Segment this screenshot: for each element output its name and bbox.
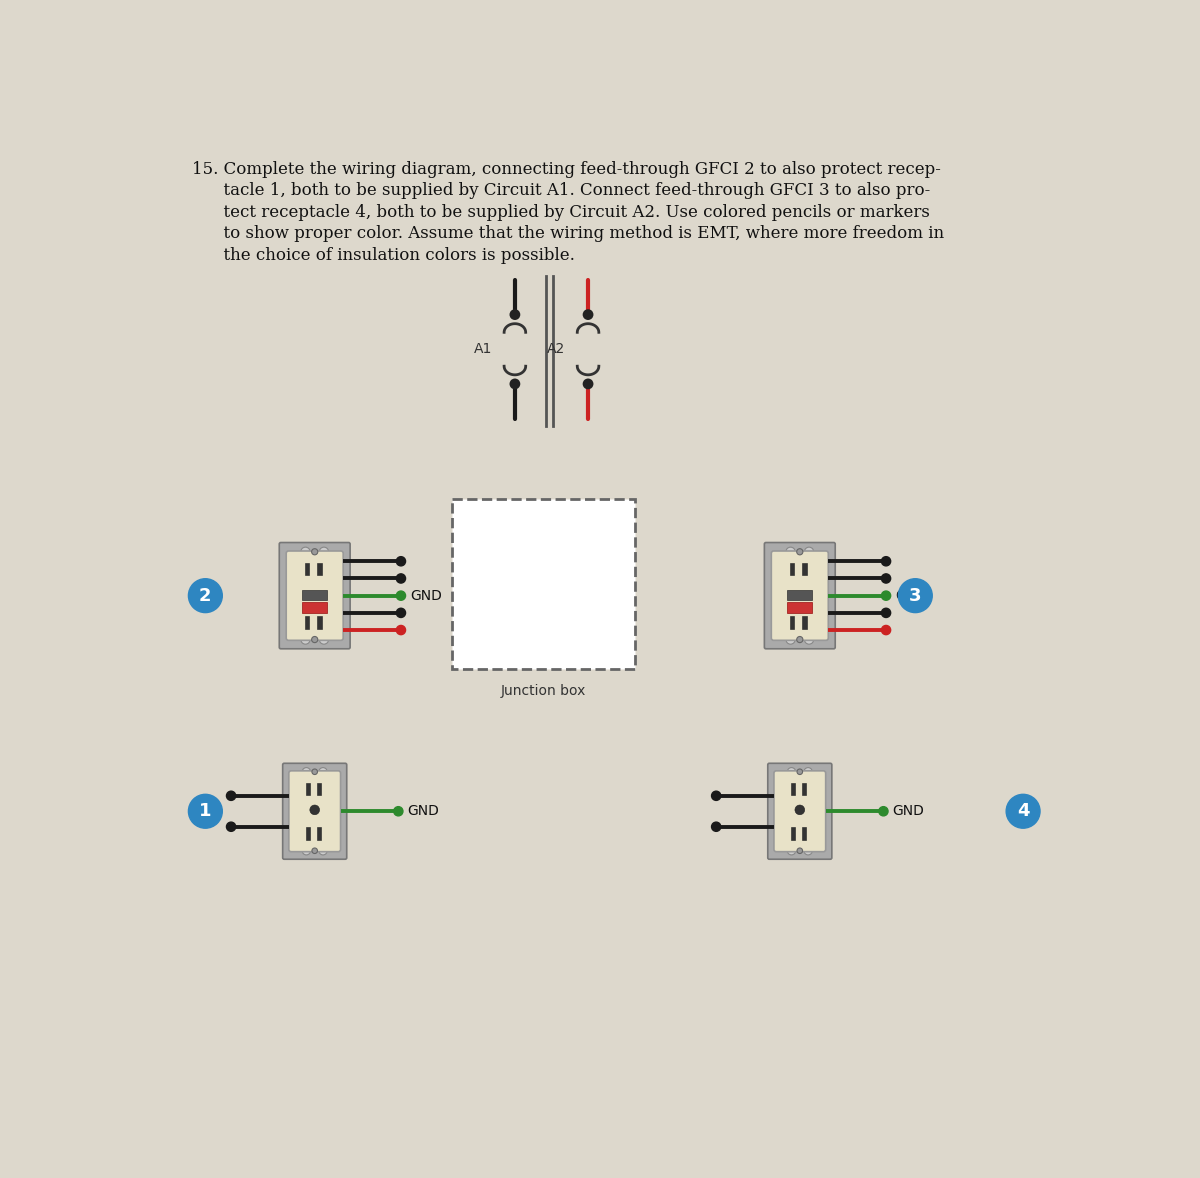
Text: to show proper color. Assume that the wiring method is EMT, where more freedom i: to show proper color. Assume that the wi… <box>192 225 943 243</box>
Bar <box>317 827 320 840</box>
Circle shape <box>396 608 406 617</box>
Circle shape <box>319 635 329 644</box>
Circle shape <box>882 626 890 635</box>
Circle shape <box>394 807 403 816</box>
FancyBboxPatch shape <box>287 551 343 641</box>
Bar <box>791 783 794 795</box>
Text: 1: 1 <box>199 802 211 820</box>
Text: Junction box: Junction box <box>500 684 586 699</box>
Circle shape <box>312 549 318 555</box>
Text: GND: GND <box>410 589 442 603</box>
Bar <box>302 589 328 601</box>
Text: A1: A1 <box>474 343 492 356</box>
Bar <box>787 602 812 613</box>
Circle shape <box>188 578 222 613</box>
Circle shape <box>797 848 803 854</box>
Text: 15. Complete the wiring diagram, connecting feed-through GFCI 2 to also protect : 15. Complete the wiring diagram, connect… <box>192 160 941 178</box>
Bar <box>451 499 635 669</box>
Circle shape <box>312 848 318 854</box>
Circle shape <box>804 635 814 644</box>
Circle shape <box>1006 794 1040 828</box>
Circle shape <box>396 591 406 601</box>
FancyBboxPatch shape <box>283 763 347 859</box>
Circle shape <box>396 574 406 583</box>
Text: A2: A2 <box>547 343 565 356</box>
Bar <box>802 827 806 840</box>
Circle shape <box>510 309 521 320</box>
Circle shape <box>227 792 235 800</box>
FancyBboxPatch shape <box>772 551 828 641</box>
Circle shape <box>882 608 890 617</box>
Circle shape <box>804 847 812 855</box>
Bar <box>302 602 328 613</box>
Bar <box>317 616 322 629</box>
Circle shape <box>302 847 311 855</box>
FancyBboxPatch shape <box>774 770 826 852</box>
Circle shape <box>227 822 235 832</box>
Text: GND: GND <box>895 589 928 603</box>
Circle shape <box>899 578 932 613</box>
Circle shape <box>787 768 796 776</box>
Bar <box>791 827 794 840</box>
Bar <box>305 563 310 575</box>
Text: tect receptacle 4, both to be supplied by Circuit A2. Use colored pencils or mar: tect receptacle 4, both to be supplied b… <box>192 204 929 220</box>
Bar <box>787 589 812 601</box>
Circle shape <box>786 547 796 556</box>
Circle shape <box>786 635 796 644</box>
Bar <box>790 616 794 629</box>
Circle shape <box>794 805 805 815</box>
Circle shape <box>583 378 594 389</box>
FancyBboxPatch shape <box>764 543 835 649</box>
Bar <box>317 783 320 795</box>
Circle shape <box>319 847 328 855</box>
Bar <box>790 563 794 575</box>
Circle shape <box>787 847 796 855</box>
Circle shape <box>510 378 521 389</box>
Circle shape <box>302 768 311 776</box>
Text: 2: 2 <box>199 587 211 604</box>
Bar <box>317 563 322 575</box>
Circle shape <box>797 549 803 555</box>
Text: 3: 3 <box>910 587 922 604</box>
Text: tacle 1, both to be supplied by Circuit A1. Connect feed-through GFCI 3 to also : tacle 1, both to be supplied by Circuit … <box>192 183 930 199</box>
Circle shape <box>882 574 890 583</box>
FancyBboxPatch shape <box>289 770 341 852</box>
FancyBboxPatch shape <box>768 763 832 859</box>
Circle shape <box>797 769 803 774</box>
Circle shape <box>301 547 310 556</box>
Text: 4: 4 <box>1016 802 1030 820</box>
Text: the choice of insulation colors is possible.: the choice of insulation colors is possi… <box>192 247 575 264</box>
Circle shape <box>312 636 318 643</box>
Bar <box>802 616 806 629</box>
Circle shape <box>712 792 721 800</box>
Circle shape <box>882 591 890 601</box>
Text: GND: GND <box>408 805 439 819</box>
Circle shape <box>312 769 318 774</box>
Circle shape <box>396 626 406 635</box>
Bar <box>305 616 310 629</box>
Circle shape <box>319 547 329 556</box>
Circle shape <box>712 822 721 832</box>
Bar <box>306 827 310 840</box>
Circle shape <box>319 768 328 776</box>
Circle shape <box>583 309 594 320</box>
FancyBboxPatch shape <box>280 543 350 649</box>
Circle shape <box>310 805 319 815</box>
Bar <box>802 563 806 575</box>
Circle shape <box>878 807 888 816</box>
Circle shape <box>396 557 406 565</box>
Bar <box>802 783 806 795</box>
Circle shape <box>797 636 803 643</box>
Circle shape <box>301 635 310 644</box>
Bar <box>306 783 310 795</box>
Circle shape <box>804 547 814 556</box>
Circle shape <box>188 794 222 828</box>
Circle shape <box>882 557 890 565</box>
Text: GND: GND <box>893 805 924 819</box>
Circle shape <box>804 768 812 776</box>
